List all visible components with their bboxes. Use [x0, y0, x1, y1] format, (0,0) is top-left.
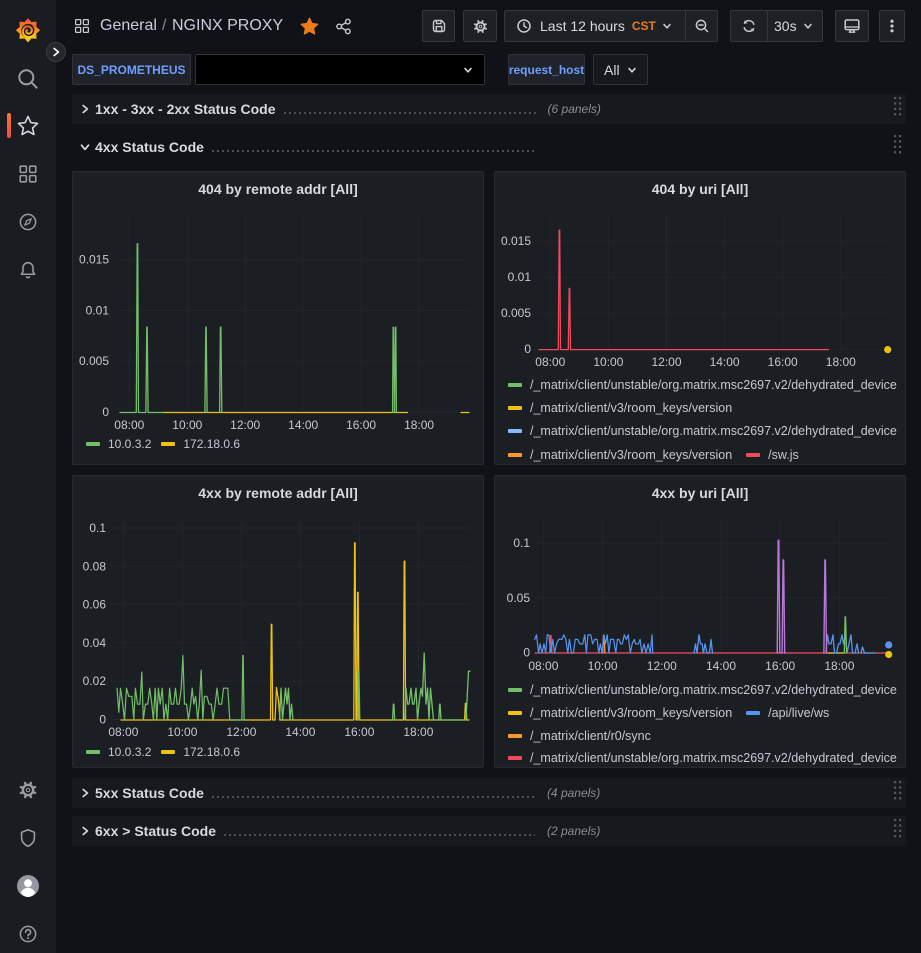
- svg-text:4xx by uri [All]: 4xx by uri [All]: [652, 485, 748, 501]
- svg-text:10:00: 10:00: [167, 725, 197, 739]
- svg-text:12:00: 12:00: [647, 659, 677, 673]
- svg-text:18:00: 18:00: [824, 659, 854, 673]
- svg-text:16:00: 16:00: [765, 659, 795, 673]
- svg-text:16:00: 16:00: [346, 418, 376, 432]
- svg-text:16:00: 16:00: [344, 725, 374, 739]
- svg-text:14:00: 14:00: [285, 725, 315, 739]
- svg-text:10:00: 10:00: [172, 418, 202, 432]
- svg-text:404 by uri [All]: 404 by uri [All]: [652, 181, 748, 197]
- svg-text:12:00: 12:00: [651, 355, 681, 369]
- svg-text:0.05: 0.05: [507, 591, 531, 605]
- svg-text:08:00: 08:00: [108, 725, 138, 739]
- svg-text:18:00: 18:00: [403, 725, 433, 739]
- svg-text:12:00: 12:00: [230, 418, 260, 432]
- svg-text:0.005: 0.005: [501, 306, 531, 320]
- svg-text:0.08: 0.08: [83, 559, 107, 573]
- svg-text:18:00: 18:00: [826, 355, 856, 369]
- svg-text:10:00: 10:00: [593, 355, 623, 369]
- svg-text:0.005: 0.005: [79, 354, 109, 368]
- svg-text:14:00: 14:00: [710, 355, 740, 369]
- svg-text:0.01: 0.01: [86, 303, 110, 317]
- svg-text:10:00: 10:00: [588, 659, 618, 673]
- svg-text:08:00: 08:00: [528, 659, 558, 673]
- svg-text:0.02: 0.02: [83, 674, 107, 688]
- svg-text:0.06: 0.06: [83, 598, 107, 612]
- svg-text:0: 0: [99, 713, 106, 727]
- svg-text:08:00: 08:00: [114, 418, 144, 432]
- svg-text:0: 0: [523, 646, 530, 660]
- svg-text:14:00: 14:00: [288, 418, 318, 432]
- svg-text:0: 0: [524, 342, 531, 356]
- svg-text:14:00: 14:00: [706, 659, 736, 673]
- svg-text:4xx by remote addr [All]: 4xx by remote addr [All]: [198, 485, 358, 501]
- svg-text:0.01: 0.01: [508, 270, 532, 284]
- svg-text:0.015: 0.015: [501, 234, 531, 248]
- svg-text:404 by remote addr [All]: 404 by remote addr [All]: [198, 181, 358, 197]
- svg-text:0.015: 0.015: [79, 253, 109, 267]
- svg-text:0.1: 0.1: [89, 521, 106, 535]
- svg-text:0: 0: [102, 405, 109, 419]
- svg-text:0.1: 0.1: [513, 536, 530, 550]
- svg-text:16:00: 16:00: [768, 355, 798, 369]
- svg-text:12:00: 12:00: [226, 725, 256, 739]
- svg-text:0.04: 0.04: [83, 636, 107, 650]
- svg-text:18:00: 18:00: [404, 418, 434, 432]
- svg-text:08:00: 08:00: [535, 355, 565, 369]
